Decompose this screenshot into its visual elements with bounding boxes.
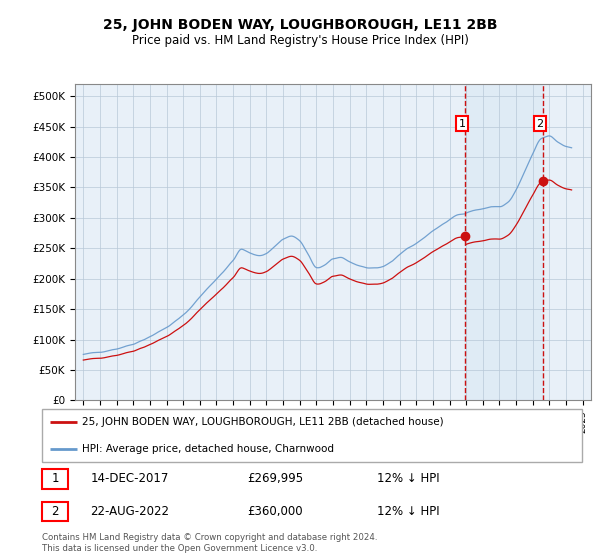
Text: Contains HM Land Registry data © Crown copyright and database right 2024.
This d: Contains HM Land Registry data © Crown c…: [42, 533, 377, 553]
Text: 1: 1: [51, 473, 59, 486]
Text: 2: 2: [51, 505, 59, 517]
Text: £360,000: £360,000: [247, 505, 303, 517]
FancyBboxPatch shape: [42, 502, 68, 521]
FancyBboxPatch shape: [42, 469, 68, 489]
Text: 1: 1: [458, 119, 466, 129]
Text: HPI: Average price, detached house, Charnwood: HPI: Average price, detached house, Char…: [83, 444, 335, 454]
Text: 12% ↓ HPI: 12% ↓ HPI: [377, 505, 439, 517]
FancyBboxPatch shape: [42, 409, 582, 462]
Bar: [466, 84, 544, 400]
Text: 12% ↓ HPI: 12% ↓ HPI: [377, 473, 439, 486]
Text: 14-DEC-2017: 14-DEC-2017: [91, 473, 169, 486]
Text: 25, JOHN BODEN WAY, LOUGHBOROUGH, LE11 2BB: 25, JOHN BODEN WAY, LOUGHBOROUGH, LE11 2…: [103, 18, 497, 32]
Text: Price paid vs. HM Land Registry's House Price Index (HPI): Price paid vs. HM Land Registry's House …: [131, 34, 469, 46]
Text: £269,995: £269,995: [247, 473, 304, 486]
Text: 22-AUG-2022: 22-AUG-2022: [91, 505, 170, 517]
Text: 25, JOHN BODEN WAY, LOUGHBOROUGH, LE11 2BB (detached house): 25, JOHN BODEN WAY, LOUGHBOROUGH, LE11 2…: [83, 417, 444, 427]
Text: 2: 2: [536, 119, 544, 129]
